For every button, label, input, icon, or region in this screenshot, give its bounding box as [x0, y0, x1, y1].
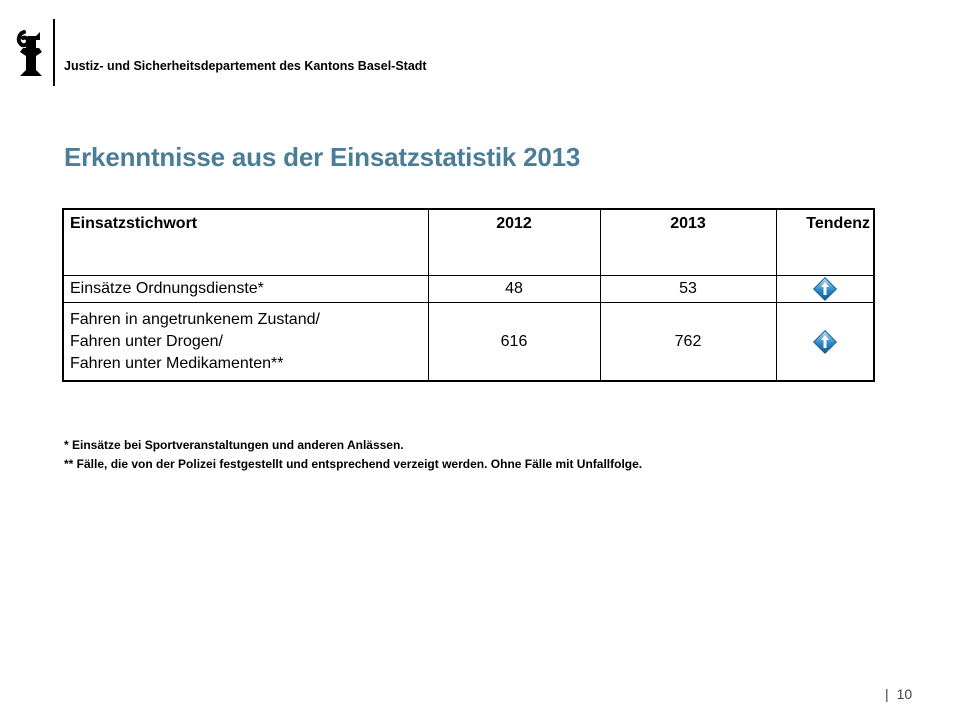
value-2013: 53	[599, 275, 777, 303]
row-label-line: Fahren unter Medikamenten**	[70, 354, 284, 372]
footer-separator: |	[885, 686, 889, 702]
table-header-row: Einsatzstichwort 2012 2013 Tendenz	[62, 208, 875, 276]
statistics-table: Einsatzstichwort 2012 2013 Tendenz Einsä…	[62, 208, 875, 382]
row-label-line: Fahren in angetrunkenem Zustand/	[70, 310, 320, 328]
table-row: Fahren in angetrunkenem Zustand/ Fahren …	[62, 302, 875, 382]
slide-title: Erkenntnisse aus der Einsatzstatistik 20…	[64, 142, 581, 172]
row-label-line: Einsätze Ordnungsdienste*	[70, 280, 264, 297]
row-label-line: Fahren unter Drogen/	[70, 332, 223, 350]
page-footer: | 10	[885, 686, 912, 702]
value-2013: 762	[599, 302, 777, 382]
footnote: ** Fälle, die von der Polizei festgestel…	[64, 457, 643, 471]
column-header: Tendenz	[775, 208, 875, 276]
footnote: * Einsätze bei Sportveranstaltungen und …	[64, 438, 404, 452]
page-number: 10	[896, 686, 913, 702]
header-divider	[53, 19, 55, 86]
up-arrow-icon	[812, 276, 838, 302]
up-arrow-icon	[812, 329, 838, 355]
department-name: Justiz- und Sicherheitsdepartement des K…	[64, 59, 427, 73]
trend-cell	[775, 275, 875, 303]
trend-cell	[775, 302, 875, 382]
row-label: Fahren in angetrunkenem Zustand/ Fahren …	[62, 302, 429, 382]
column-header: 2013	[599, 208, 777, 276]
column-header: 2012	[427, 208, 601, 276]
table-row: Einsätze Ordnungsdienste* 48 53	[62, 275, 875, 303]
basel-crosier-logo-icon	[16, 30, 44, 80]
column-header: Einsatzstichwort	[62, 208, 429, 276]
footnotes: * Einsätze bei Sportveranstaltungen und …	[64, 436, 642, 474]
value-2012: 48	[427, 275, 601, 303]
value-2012: 616	[427, 302, 601, 382]
row-label: Einsätze Ordnungsdienste*	[62, 275, 429, 303]
